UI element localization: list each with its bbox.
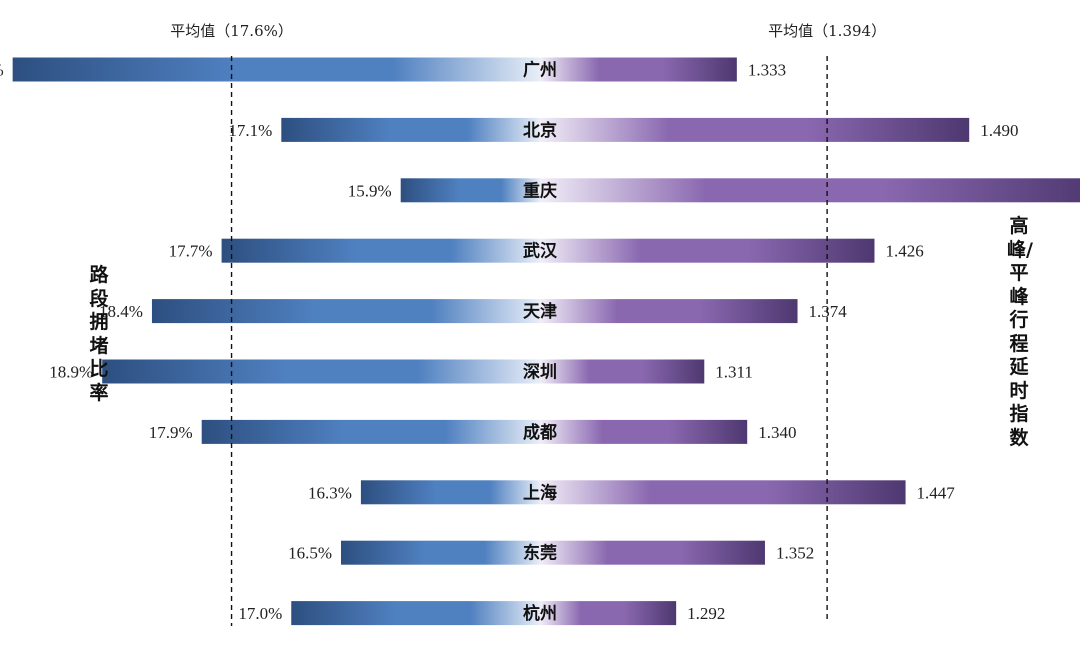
- right-bar: [540, 57, 737, 82]
- right-value-label: 1.447: [917, 483, 956, 502]
- right-axis-title: 高峰/平峰行程延时指数: [1007, 215, 1033, 449]
- left-value-label: 15.9%: [348, 181, 392, 200]
- left-value-label: 19.8%: [0, 61, 4, 80]
- right-value-label: 1.333: [748, 61, 786, 80]
- left-value-label: 18.9%: [49, 363, 93, 382]
- right-value-label: 1.352: [776, 544, 814, 563]
- right-value-label: 1.490: [980, 121, 1018, 140]
- category-label: 天津: [523, 301, 557, 322]
- left-bar: [360, 480, 540, 505]
- left-bar: [291, 601, 540, 626]
- left-bar: [341, 540, 540, 565]
- left-bar: [281, 117, 540, 142]
- category-label: 东莞: [523, 543, 557, 564]
- left-bar: [102, 359, 540, 384]
- category-label: 广州: [523, 60, 557, 81]
- left-bar: [151, 299, 540, 324]
- left-value-label: 17.1%: [228, 121, 272, 140]
- category-label: 上海: [523, 482, 557, 503]
- category-label: 北京: [523, 120, 557, 141]
- right-bar: [540, 178, 1080, 203]
- category-label: 深圳: [523, 362, 557, 383]
- category-label: 杭州: [523, 603, 557, 624]
- left-value-label: 17.9%: [149, 423, 193, 442]
- left-value-label: 18.4%: [99, 302, 143, 321]
- category-label: 武汉: [523, 241, 558, 262]
- left-axis-title: 路段拥堵比率: [89, 264, 109, 404]
- left-value-label: 17.7%: [169, 242, 213, 261]
- right-bar: [540, 238, 875, 263]
- category-label: 重庆: [523, 180, 557, 201]
- right-bar: [540, 359, 705, 384]
- right-bar: [540, 480, 906, 505]
- left-bar: [201, 419, 540, 444]
- left-bar: [12, 57, 540, 82]
- right-value-label: 1.292: [687, 604, 725, 623]
- right-value-label: 1.311: [715, 363, 753, 382]
- left-value-label: 16.3%: [308, 483, 352, 502]
- right-value-label: 1.340: [758, 423, 796, 442]
- right-value-label: 1.374: [809, 302, 848, 321]
- left-average-label: 平均值（17.6%）: [170, 22, 293, 40]
- right-value-label: 1.426: [885, 242, 923, 261]
- right-bar: [540, 117, 970, 142]
- right-bar: [540, 540, 765, 565]
- left-bar: [400, 178, 540, 203]
- left-bar: [221, 238, 540, 263]
- left-value-label: 16.5%: [288, 544, 332, 563]
- right-average-label: 平均值（1.394）: [768, 22, 886, 40]
- category-label: 成都: [523, 422, 557, 443]
- left-value-label: 17.0%: [238, 604, 282, 623]
- right-bar: [540, 419, 748, 444]
- right-bar: [540, 601, 677, 626]
- right-bar: [540, 299, 798, 324]
